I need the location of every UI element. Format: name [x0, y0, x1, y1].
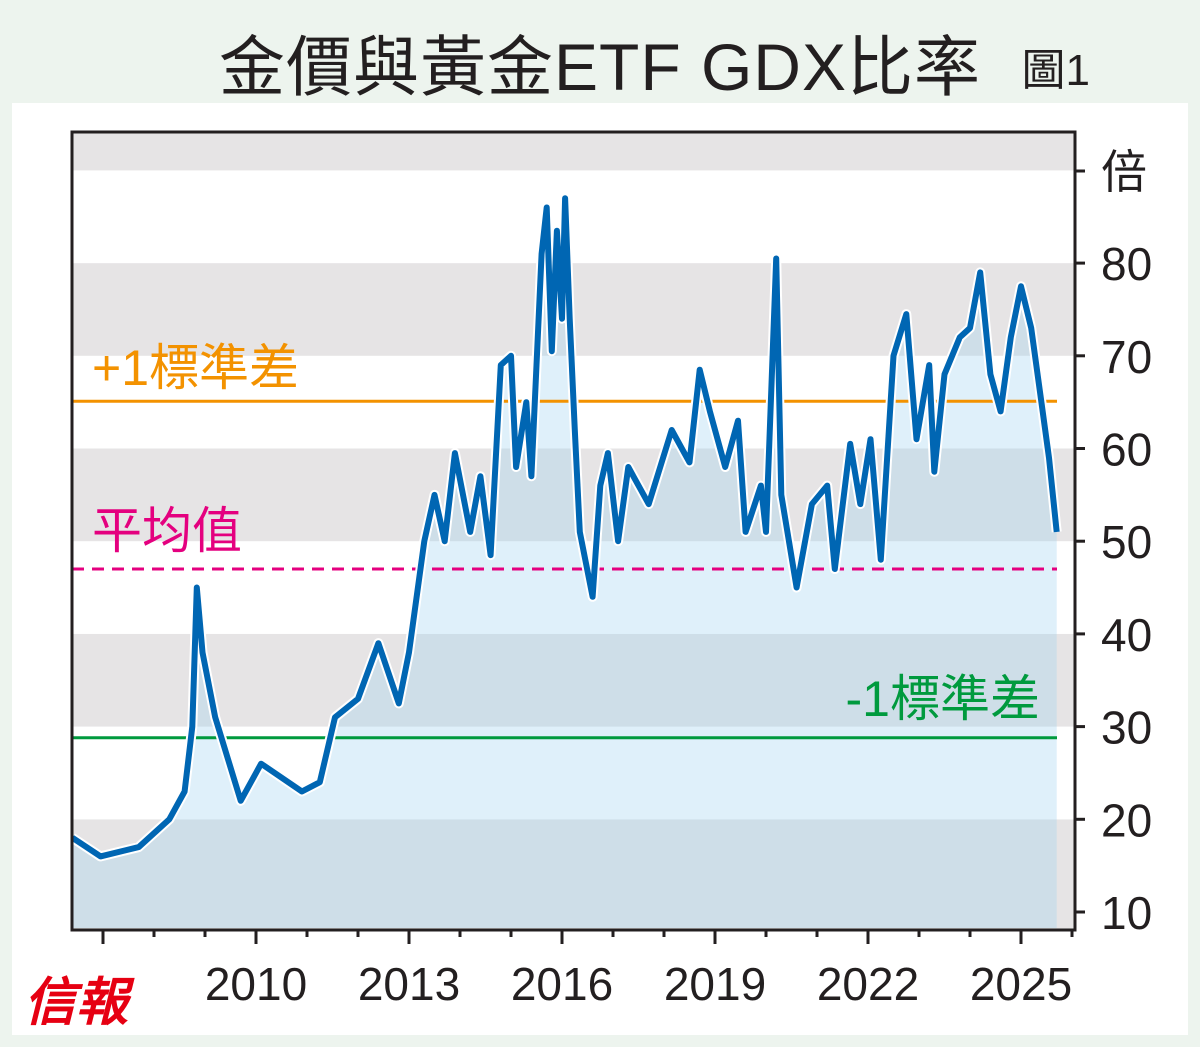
y-tick-label: 20: [1101, 794, 1152, 846]
plot-frame: [70, 130, 1077, 932]
figure-label: 圖1: [1021, 46, 1090, 95]
series-line: [70, 195, 1060, 860]
chart-title: 金價與黃金ETF GDX比率: [218, 30, 981, 104]
grid-band: [72, 912, 1075, 930]
x-tick-label: 2019: [664, 958, 766, 1010]
x-tick-label: 2016: [511, 958, 613, 1010]
y-tick-label: 50: [1101, 516, 1152, 568]
reference-line-label: -1標準差: [846, 671, 1040, 727]
y-tick-label: 80: [1101, 238, 1152, 290]
brand-logo: 信報: [24, 972, 129, 1033]
x-tick-label: 2010: [205, 958, 307, 1010]
grid-band: [72, 633, 1075, 727]
x-tick-label: 2013: [358, 958, 460, 1010]
y-tick-label: 40: [1101, 609, 1152, 661]
grid-band: [72, 170, 1075, 264]
grid-band: [72, 819, 1075, 912]
y-tick-label: 30: [1101, 702, 1152, 754]
grid-band: [72, 541, 1075, 634]
reference-line-label: +1標準差: [92, 340, 299, 396]
x-tick-label: 2022: [817, 958, 919, 1010]
y-axis-label: 倍: [1101, 146, 1147, 198]
y-tick-label: 10: [1101, 887, 1152, 939]
grid-band: [72, 132, 1075, 171]
series-area: [72, 198, 1057, 928]
reference-line-label: 平均值: [92, 503, 242, 559]
x-tick-label: 2025: [970, 958, 1072, 1010]
y-tick-label: 60: [1101, 424, 1152, 476]
y-tick-label: 70: [1101, 331, 1152, 383]
